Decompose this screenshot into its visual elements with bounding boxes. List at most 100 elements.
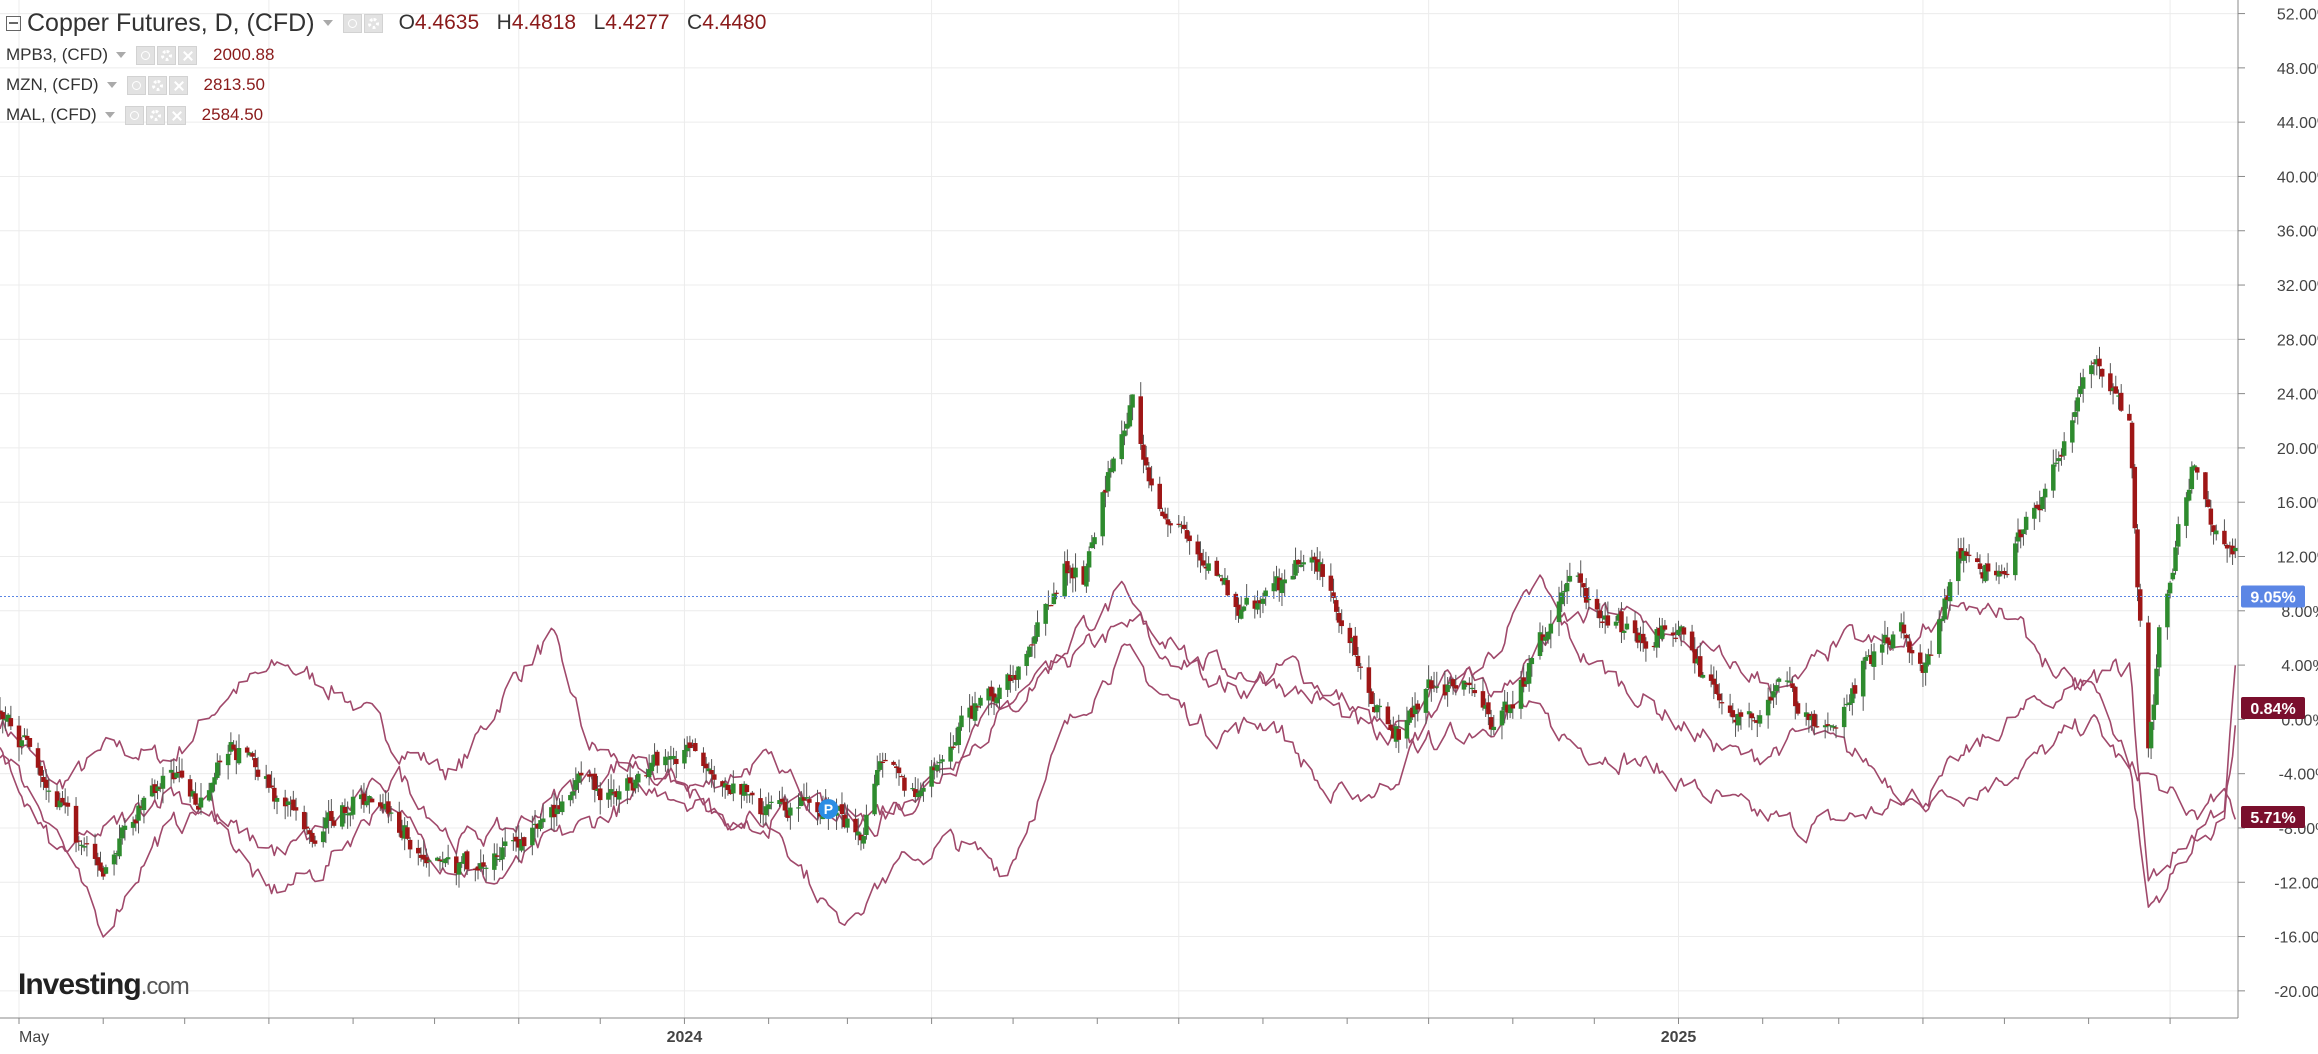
candle-body [196, 805, 201, 810]
close-icon[interactable] [178, 45, 197, 65]
candle-body [440, 860, 445, 863]
close-icon[interactable] [166, 105, 186, 125]
x-tick-label: 2024 [667, 1029, 703, 1046]
candle-body [842, 814, 847, 828]
candle-body [79, 844, 84, 846]
close-icon[interactable] [168, 75, 188, 95]
markers[interactable]: P [818, 798, 839, 819]
candle-body [959, 715, 964, 728]
candle-body [2148, 721, 2154, 749]
candle-body [1426, 679, 1431, 689]
candle-body [1149, 478, 1154, 486]
candle-body [1301, 562, 1306, 565]
candle-body [1195, 541, 1201, 555]
candle-body [2175, 524, 2181, 547]
candle-body [576, 773, 581, 783]
candle-body [997, 687, 1002, 699]
candle-body [2075, 397, 2081, 412]
candle-body [798, 797, 804, 807]
eye-icon[interactable] [136, 45, 155, 65]
candle-body [589, 773, 595, 777]
candle-body [2094, 359, 2100, 365]
candle-body [1657, 627, 1662, 636]
main-symbol[interactable]: Copper Futures, D, (CFD) [27, 8, 315, 37]
collapse-icon[interactable] [6, 15, 21, 31]
candle-body [1244, 597, 1249, 605]
candle-body [1271, 583, 1277, 592]
candle-body [424, 857, 429, 864]
candle-body [1828, 725, 1833, 727]
candle-body [1898, 622, 1904, 632]
candles[interactable] [0, 346, 2238, 888]
candle-body [1179, 525, 1184, 527]
chevron-down-icon[interactable] [116, 52, 126, 58]
candle-body [1070, 567, 1076, 579]
series-value-tag-0: 5.71% [2250, 810, 2295, 827]
candle-body [1119, 434, 1124, 460]
candle-body [478, 863, 483, 869]
candle-body [573, 780, 579, 790]
candle-body [1043, 603, 1048, 624]
watermark-brand: Investing [18, 968, 141, 1001]
overlay-symbol[interactable]: MZN, (CFD) [6, 75, 99, 94]
candle-body [557, 805, 562, 810]
candle-body [646, 769, 652, 778]
candle-body [2211, 525, 2216, 532]
chevron-down-icon[interactable] [106, 82, 117, 88]
candle-body [967, 707, 972, 718]
candle-body [1994, 570, 1999, 576]
candle-body [1480, 691, 1486, 708]
candle-body [1176, 523, 1182, 525]
candle-body [595, 788, 600, 792]
candle-body [2056, 458, 2061, 462]
watermark-suffix: .com [141, 973, 189, 1000]
candle-body [956, 726, 962, 746]
candle-body [304, 826, 310, 829]
candle-body [747, 794, 752, 796]
eye-icon[interactable] [124, 105, 144, 125]
candle-body [1276, 577, 1282, 591]
chevron-down-icon[interactable] [104, 112, 115, 118]
gear-icon[interactable] [363, 13, 383, 33]
overlay-symbol[interactable]: MPB3, (CFD) [6, 45, 108, 64]
low-value: 4.4277 [605, 11, 670, 34]
candle-body [1160, 511, 1165, 517]
candle-body [2032, 507, 2037, 519]
y-tick-label: -20.00% [2274, 984, 2318, 1001]
candle-body [929, 766, 934, 787]
candle-body [894, 766, 899, 769]
candle-body [364, 801, 369, 806]
overlay-symbol[interactable]: MAL, (CFD) [6, 105, 97, 124]
gear-icon[interactable] [157, 45, 176, 65]
y-tick-label: 24.00% [2277, 387, 2318, 404]
p-marker-icon [818, 798, 839, 819]
candle-body [687, 742, 693, 749]
eye-icon[interactable] [126, 75, 146, 95]
gear-icon[interactable] [145, 105, 165, 125]
candle-body [1575, 575, 1581, 577]
candle-body [1803, 712, 1809, 717]
candle-body [497, 858, 502, 861]
candle-body [464, 851, 470, 870]
candle-body [1871, 651, 1877, 667]
candle-body [902, 777, 907, 791]
candle-body [1206, 563, 1211, 571]
candle-body [1619, 611, 1624, 633]
high-label: H [496, 11, 512, 34]
candle-body [1377, 705, 1382, 708]
candle-body [228, 742, 234, 752]
chevron-down-icon[interactable] [322, 20, 333, 26]
candle-body [1966, 554, 1972, 556]
candle-body [1334, 600, 1339, 612]
ohlc-values: O4.4635 H4.4818 L4.4277 C4.4480 [399, 11, 767, 35]
candle-body [1328, 575, 1334, 591]
gear-icon[interactable] [147, 75, 167, 95]
candle-body [399, 830, 405, 838]
close-label: C [687, 11, 703, 34]
eye-icon[interactable] [342, 13, 362, 33]
candle-body [1372, 706, 1377, 713]
candle-body [1964, 551, 1969, 556]
candle-body [367, 796, 372, 803]
